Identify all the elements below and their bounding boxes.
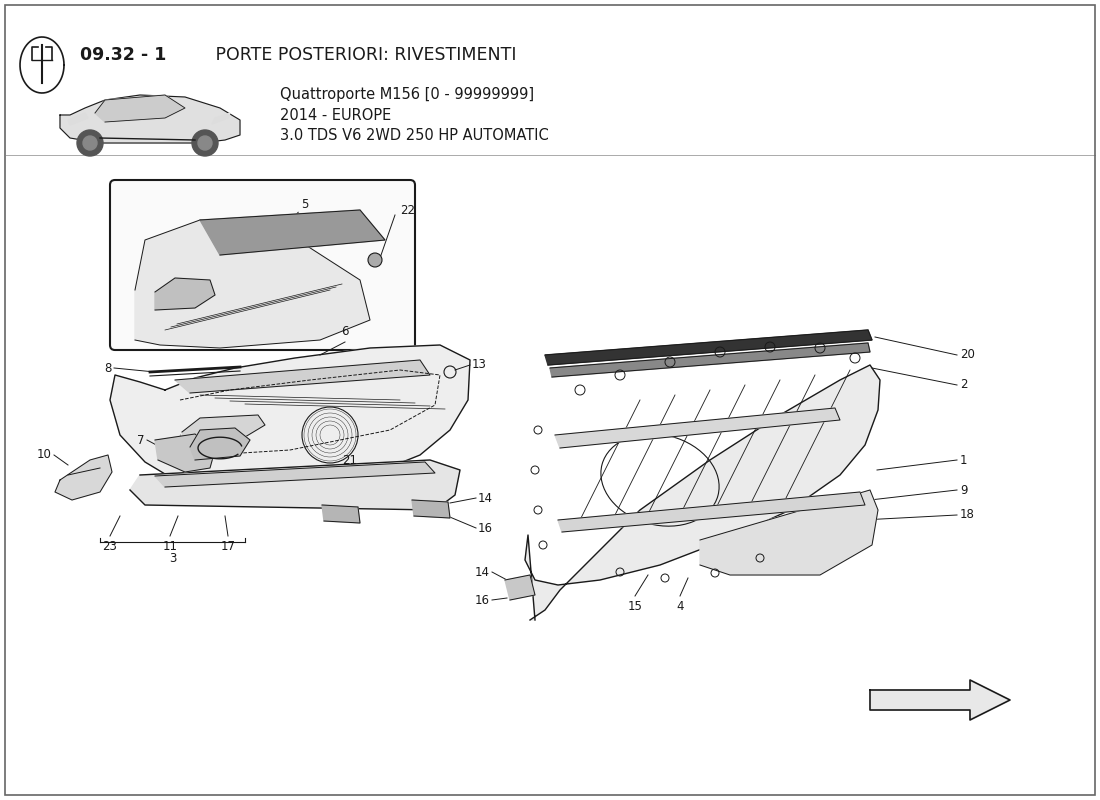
Text: 17: 17: [220, 540, 235, 553]
Polygon shape: [505, 575, 535, 600]
Polygon shape: [20, 37, 64, 93]
Text: 9: 9: [960, 483, 968, 497]
Polygon shape: [60, 95, 240, 143]
Circle shape: [368, 253, 382, 267]
Polygon shape: [175, 360, 430, 393]
Polygon shape: [155, 434, 214, 472]
Text: 15: 15: [628, 600, 642, 613]
Polygon shape: [68, 113, 88, 125]
Text: 5: 5: [301, 198, 309, 211]
Text: 09.32 - 1: 09.32 - 1: [80, 46, 166, 64]
Text: 13: 13: [472, 358, 487, 371]
Polygon shape: [182, 415, 265, 445]
Circle shape: [82, 136, 97, 150]
Circle shape: [192, 130, 218, 156]
Text: 2: 2: [960, 378, 968, 391]
Text: Quattroporte M156 [0 - 99999999]: Quattroporte M156 [0 - 99999999]: [280, 87, 535, 102]
Polygon shape: [556, 408, 840, 448]
Text: 6: 6: [341, 325, 349, 338]
Text: 21: 21: [342, 454, 358, 466]
Polygon shape: [322, 505, 360, 523]
Text: 16: 16: [475, 594, 490, 606]
Polygon shape: [200, 210, 385, 255]
Polygon shape: [110, 345, 470, 490]
Polygon shape: [130, 460, 460, 510]
Polygon shape: [700, 490, 878, 575]
Polygon shape: [155, 462, 434, 487]
Polygon shape: [212, 113, 230, 124]
Text: 14: 14: [478, 491, 493, 505]
Text: PORTE POSTERIORI: RIVESTIMENTI: PORTE POSTERIORI: RIVESTIMENTI: [210, 46, 517, 64]
Text: 4: 4: [676, 600, 684, 613]
Text: 14: 14: [475, 566, 490, 578]
Text: 3.0 TDS V6 2WD 250 HP AUTOMATIC: 3.0 TDS V6 2WD 250 HP AUTOMATIC: [280, 127, 549, 142]
Polygon shape: [550, 343, 870, 377]
Text: 11: 11: [163, 540, 177, 553]
Polygon shape: [190, 428, 250, 460]
Text: 3: 3: [169, 552, 177, 565]
Polygon shape: [95, 95, 185, 122]
Text: 1: 1: [960, 454, 968, 466]
Text: 7: 7: [138, 434, 145, 446]
Polygon shape: [135, 220, 370, 348]
Text: 8: 8: [104, 362, 112, 374]
Text: 10: 10: [37, 449, 52, 462]
Polygon shape: [155, 278, 214, 310]
Polygon shape: [55, 455, 112, 500]
Polygon shape: [412, 500, 450, 518]
Text: 18: 18: [960, 509, 975, 522]
Polygon shape: [870, 680, 1010, 720]
Text: 23: 23: [102, 540, 118, 553]
Circle shape: [77, 130, 103, 156]
Text: 2014 - EUROPE: 2014 - EUROPE: [280, 107, 392, 122]
Polygon shape: [544, 330, 872, 365]
Polygon shape: [525, 365, 880, 620]
Polygon shape: [558, 492, 865, 532]
Text: 22: 22: [400, 203, 415, 217]
FancyBboxPatch shape: [110, 180, 415, 350]
Text: 20: 20: [960, 349, 975, 362]
Text: 16: 16: [478, 522, 493, 534]
Circle shape: [198, 136, 212, 150]
